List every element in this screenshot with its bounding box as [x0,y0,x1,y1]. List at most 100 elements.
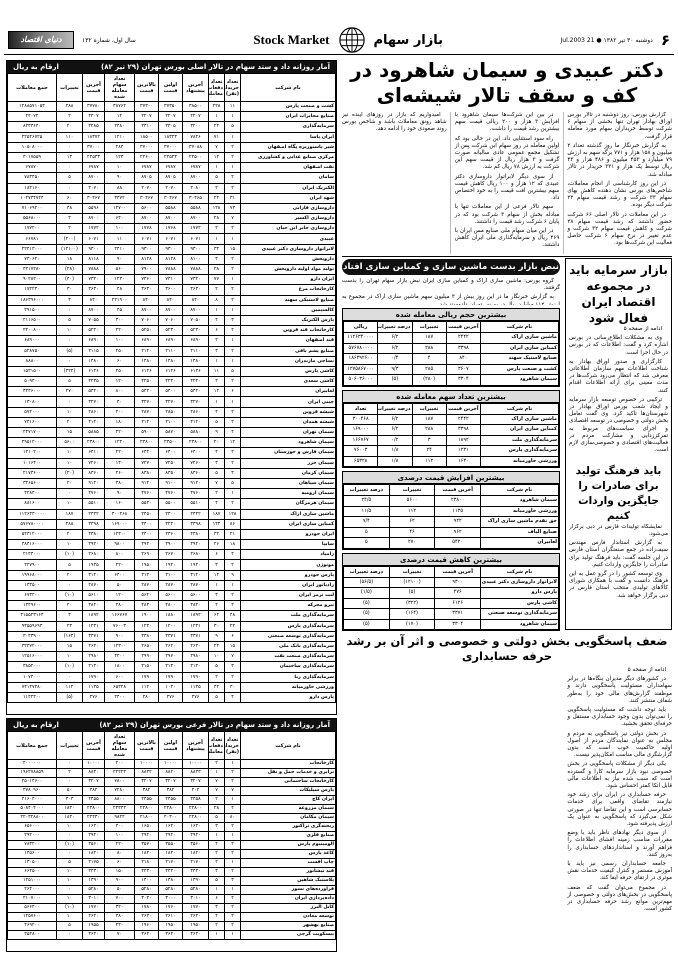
company-name: لعابیران [240,386,336,398]
table-cell: ۷۰۵۵ [82,314,105,327]
table-cell: ۲۰۷۰ [158,182,183,194]
table-cell: ۲ [224,921,241,931]
table-cell: ۲۹۹۰ [134,651,159,663]
table-cell: ۲۲ [224,620,241,632]
table-cell: ۶۲ [208,610,225,622]
table-cell: ۵۲۴۰ [82,325,105,337]
table-cell: ۱۲۳۱ [182,620,209,632]
column-header: نام شرکت [240,731,336,760]
company-name: لنت ترمز ایران [240,589,336,602]
table-cell: ۴ [224,426,241,439]
table-cell: ۶۴۰۰ [182,447,209,459]
table-cell: ۲۱۲۰ [134,345,159,357]
table-cell: ۸۸۰۰ [104,795,135,805]
table-cell: ۴۴۱۷۲۸۰ [7,263,57,276]
table-row: داده‌پردازی ایران ۴ ۶ ۳۰۱۰ ۳۰۰۰ ۳۰۲۰ ۷۰۰ ۳۰۱۰ ۱۰… [7,894,336,904]
table-cell: ۱۱۳۵ [82,681,105,693]
table-row: ایران کاچ ۱ ۲ ۲۴۵۸ ۲۴۵۵ ۲۴۵۵ ۸۸۰۰ ۲۴۵۵ ۳۰۳ ۲۱۶۰۴۰… [7,795,336,805]
sidebar-article-2-body: نمایشگاه تولیدات فارس در دبی برگزار می‌ش… [569,524,668,626]
table-cell: ۳۰۰۴۶۸ [342,413,379,425]
table-cell: ۳۷۰۰۰ [82,141,105,153]
table-cell: (۳۲۲) [388,597,436,609]
table-cell: ۱ [224,488,241,500]
table-cell: ۳۶۰۷ [445,363,482,375]
table-cell: ۸۸۱۶۰۰ [7,498,57,510]
company-name: موتوژن [240,559,336,571]
table-cell: ۲ [208,759,225,769]
column-header: آخرین پیشنهاد [182,73,209,102]
table-cell: ۴۷۶ [158,691,183,704]
table-cell: ۷۸۴۶ [182,131,209,143]
table-cell: ۲۶۲۰ [82,912,105,922]
table-cell: ۲۸ [208,263,225,276]
table-cell: ۲۸۵ [411,363,447,375]
table-cell: ۳۱۲۰ [82,569,105,581]
table-cell: ۱۷۷۲۰۰ [7,223,57,235]
table-cell: ۲۸۸ [56,518,83,530]
table-cell: ۶۴۰۰ [104,569,135,581]
table-row: حق تقدم ماشین سازی اراک ۹۲۲ ۶۲ ۷/۴ [343,516,559,528]
table-cell: ۱۲۸۸۵۷۱۰۵۳ [7,100,57,113]
table-cell: ۶۵۳۲۸ [342,455,379,467]
table-cell: ۱۵ [224,243,241,255]
company-name: سامان [240,172,336,184]
table-cell: ۳ [208,822,225,832]
table-cell: ۴۰۰ [104,822,135,832]
table-cell: ۲۳۸۰۰ [182,437,209,449]
paragraph: باید توجه داشت که مسئولیت پاسخگویی را نم… [567,707,672,728]
table-cell: ۲ [208,284,225,296]
column-header: تغییرات [411,321,447,333]
table-cell: ۴۲۸۴۰۰ [7,488,57,500]
table-cell: ۱۸۲۰ [134,849,159,859]
table-cell: ۲۴۵۵ [158,795,183,805]
table-row: صنایع الیاف ۹۶۲ ۴۶ ۵ [343,526,559,538]
company-name: ورزشی خاورمیانه [480,505,559,517]
company-name: کشت و صنعت پارس [240,100,336,113]
table-row: پلاستیک شاهین ۳ ۵ ۱۳۹۰ ۱۳۸۰ ۱۴۰۰ ۹۰۰ ۱۳۹۰ ۱۰ ۱۲۵۱… [7,876,336,886]
table-cell: (۱۶۴) [56,630,83,642]
column-header: آخرین قیمت [445,321,482,333]
table-cell: ۹۸۲۴ [104,813,135,823]
table-cell: ۴۲۴۵ [82,376,105,388]
table-cell: ۶/۲ [377,413,413,425]
table-cell: ۱۲۰۰ [158,620,183,632]
table-cell: ۲۶۸۰ [82,549,105,561]
column-header: آخرین قیمت [82,73,105,102]
table-row: چاپ افست ۱ ۲ ۲۱۷۰ ۲۱۷۰ ۲۱۸۰ ۶۰ ۲۱۷۵ ۵ ۱۳۰۵۰۰ [7,858,336,868]
table-cell: ۹۰۰ [104,630,135,642]
table-row: کارخانجات ۱ ۲ ۱۰۰۰۰ ۱۰۰۰۰ ۱۰۰۰۰ ۲۰۰ ۱۰۰۰۰ ۰ ۲۰۰۰۰… [7,759,336,769]
table-cell: ۲۶۷۰ [158,549,183,561]
table-cell: ۵۷۶۷۸۰۰۰۰ [7,518,57,530]
table-cell: ۳۷۰۰۰ [134,141,159,153]
table-cell: ۳۳۷۲ [104,192,135,204]
table-cell: ۹۱۲۰ [82,477,105,490]
table-cell: ۲ [224,867,241,877]
table-cell: ۸۸۳۲ [134,768,159,778]
table-row: ورزشی خاورمیانه ۱۱۳۵ ۱۱۲ ۱۱/۵ [343,505,559,517]
table-cell: ۱۹۵۰ [182,921,209,931]
column-header: اولین قیمت [158,73,183,102]
table-cell: ۷۰ [104,930,135,940]
table-cell: ۷۸۳۴۵۰ [7,172,57,184]
table-cell: ۴۴۴۰ [134,867,159,877]
newspaper-logo: دنیای اقتصاد [8,31,74,49]
table-cell: ۲۶۲۰ [158,640,183,653]
table-cell: ۵۲۸۰ [182,885,209,895]
table-cell: ۱۲۷۰۰ [104,202,135,215]
table-cell: ۰ [56,355,83,367]
table-cell: ۲۱۱۰ [182,345,209,357]
table-cell: ۹ [224,569,241,581]
table-cell: ۲ [224,345,241,357]
table-cell: ۱۲۴۰ [134,620,159,632]
table-cell: ۲۱۴۰ [182,661,209,673]
table-cell: ۴۱۰۰ [158,416,183,429]
table-cell: ۱۴ [208,569,225,581]
table-cell: ۰/۴ [377,353,413,365]
table-cell: (۵) [56,345,83,357]
column-header: آخرین قیمت [82,731,105,760]
table-cell: ۶۸۹۰ [182,335,209,347]
table-cell: ۳۶۰۰ [158,284,183,296]
table-cell: ۰ [56,162,83,174]
table-cell: ۳۰۱۷۵۵۹ [7,151,57,164]
table-cell: ۱۲۳۰ [104,274,135,286]
